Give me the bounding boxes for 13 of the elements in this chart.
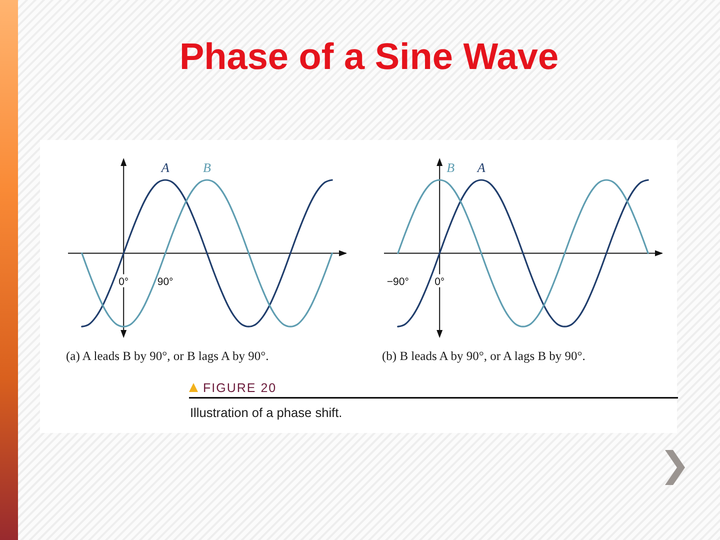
text: (a) A leads B by 90°, or B lags A by 90°. bbox=[66, 349, 269, 363]
text: (b) B leads A by 90°, or A lags B by 90°. bbox=[382, 349, 586, 363]
text: Phase of a Sine Wave bbox=[179, 36, 559, 77]
series-label: B bbox=[203, 160, 212, 175]
x-tick-label: −90° bbox=[386, 276, 409, 288]
x-tick-label: 0° bbox=[434, 276, 445, 288]
caption: FIGURE 20 bbox=[203, 381, 277, 395]
series-label: A bbox=[160, 160, 170, 175]
x-tick-label: 90° bbox=[157, 276, 174, 288]
x-tick-label: 0° bbox=[118, 276, 129, 288]
series-label: B bbox=[446, 160, 455, 175]
text: Illustration of a phase shift. bbox=[190, 405, 342, 420]
series-label: A bbox=[476, 160, 486, 175]
